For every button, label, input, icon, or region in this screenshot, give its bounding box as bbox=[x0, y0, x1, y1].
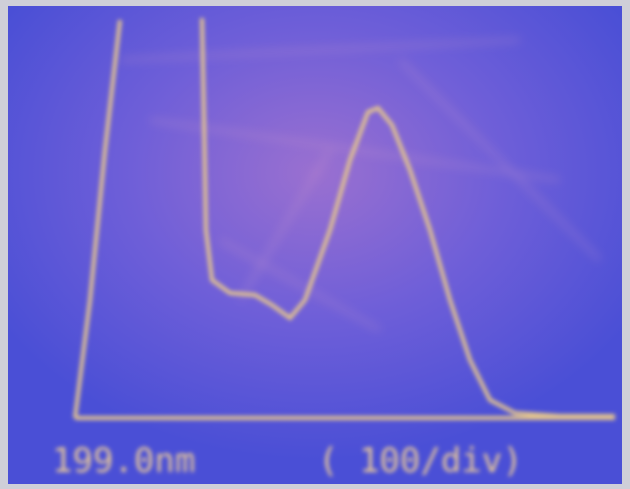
page: 199.0nm ( 100/div) (() => { const data =… bbox=[0, 0, 630, 489]
x-scale-label: ( 100/div) bbox=[318, 441, 523, 481]
x-start-label: 199.0nm bbox=[52, 441, 195, 481]
screen-photo: 199.0nm ( 100/div) bbox=[0, 0, 630, 489]
